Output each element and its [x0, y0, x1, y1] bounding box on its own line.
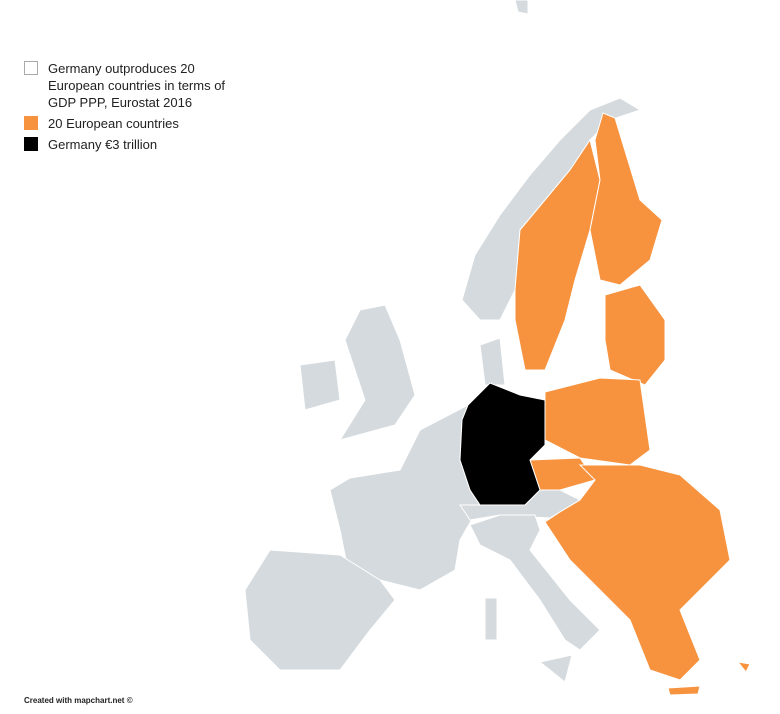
region-finland — [589, 112, 663, 286]
legend-swatch-white — [24, 61, 38, 75]
legend-label: 20 European countries — [48, 116, 179, 131]
legend-label: Germany €3 trillion — [48, 137, 158, 152]
legend-item-germany: Germany €3 trillion — [24, 136, 228, 153]
region-ireland — [299, 359, 341, 411]
region-iberia — [244, 549, 396, 671]
region-germany — [459, 382, 546, 506]
region-uk — [338, 304, 416, 441]
region-italy — [469, 514, 601, 651]
region-sicily — [538, 654, 573, 683]
region-southeast-europe — [544, 464, 731, 681]
region-denmark — [479, 337, 506, 386]
region-cyprus — [736, 661, 751, 673]
region-poland — [544, 377, 651, 466]
legend-item-title: Germany outproduces 20 European countrie… — [24, 60, 228, 111]
credit-text: Created with mapchart.net © — [24, 696, 133, 705]
legend-swatch-black — [24, 137, 38, 151]
region-crete — [667, 685, 701, 696]
region-baltics — [604, 284, 666, 386]
map-legend: Germany outproduces 20 European countrie… — [24, 60, 228, 157]
legend-swatch-orange — [24, 116, 38, 130]
legend-item-20-countries: 20 European countries — [24, 115, 228, 132]
region-sardinia — [484, 597, 498, 641]
region-czechia — [529, 457, 596, 491]
region-iceland-edge — [514, 0, 529, 15]
region-sweden — [514, 138, 601, 371]
legend-label: Germany outproduces 20 European countrie… — [48, 61, 226, 110]
